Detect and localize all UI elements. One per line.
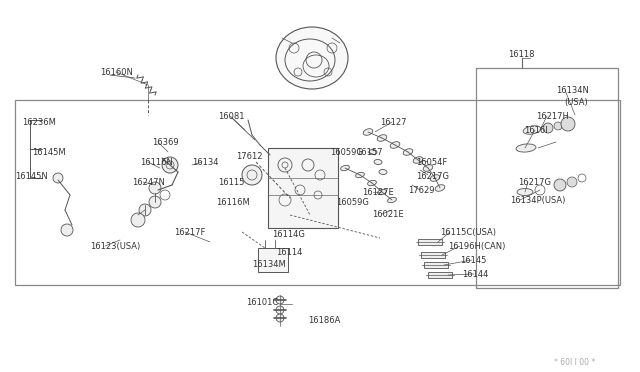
Circle shape: [276, 306, 284, 314]
Text: 16369: 16369: [152, 138, 179, 147]
Ellipse shape: [276, 27, 348, 89]
Circle shape: [554, 179, 566, 191]
Text: 16145N: 16145N: [15, 172, 48, 181]
Text: 16217G: 16217G: [518, 178, 551, 187]
Bar: [428, 272, 452, 278]
Ellipse shape: [430, 175, 440, 181]
Circle shape: [53, 173, 63, 183]
Text: 16160N: 16160N: [100, 68, 133, 77]
Text: 16118: 16118: [508, 50, 534, 59]
Bar: [476, 68, 618, 288]
Circle shape: [162, 157, 178, 173]
Ellipse shape: [363, 129, 373, 135]
Text: 16059G: 16059G: [336, 198, 369, 207]
Ellipse shape: [356, 172, 364, 178]
Circle shape: [543, 123, 553, 133]
Text: 16134N: 16134N: [556, 86, 589, 95]
Text: 16116N: 16116N: [140, 158, 173, 167]
Text: 16101C: 16101C: [246, 298, 278, 307]
Ellipse shape: [379, 170, 387, 174]
Circle shape: [139, 204, 151, 216]
Circle shape: [561, 117, 575, 131]
Circle shape: [567, 177, 577, 187]
Text: 16134: 16134: [192, 158, 218, 167]
Text: 16217H: 16217H: [536, 112, 569, 121]
Text: 16127E: 16127E: [362, 188, 394, 197]
Ellipse shape: [340, 165, 349, 171]
Text: 1616I: 1616I: [524, 126, 548, 135]
Ellipse shape: [413, 157, 423, 163]
Bar: [15, 100, 620, 285]
Text: 16114G: 16114G: [272, 230, 305, 239]
Text: 16081: 16081: [218, 112, 244, 121]
Text: 16217G: 16217G: [416, 172, 449, 181]
Text: 16116M: 16116M: [216, 198, 250, 207]
Circle shape: [554, 122, 562, 130]
Text: 16127: 16127: [380, 118, 406, 127]
Text: 16134M: 16134M: [252, 260, 285, 269]
Text: 16157: 16157: [356, 148, 383, 157]
Text: 16145M: 16145M: [32, 148, 66, 157]
Bar: [421, 252, 445, 258]
Text: 16196H(CAN): 16196H(CAN): [448, 242, 506, 251]
Circle shape: [276, 296, 284, 304]
Text: 16115: 16115: [218, 178, 244, 187]
Text: 16217F: 16217F: [174, 228, 205, 237]
Circle shape: [242, 165, 262, 185]
Text: 16134P(USA): 16134P(USA): [510, 196, 565, 205]
Text: 16186A: 16186A: [308, 316, 340, 325]
Ellipse shape: [423, 165, 433, 171]
Ellipse shape: [388, 197, 396, 203]
Ellipse shape: [367, 180, 376, 186]
Text: 16247N: 16247N: [132, 178, 165, 187]
Circle shape: [149, 196, 161, 208]
Ellipse shape: [369, 150, 377, 154]
Bar: [258, 248, 288, 272]
Bar: [268, 148, 338, 228]
Bar: [424, 262, 448, 268]
Ellipse shape: [517, 189, 533, 196]
Ellipse shape: [390, 142, 400, 148]
Text: 16145: 16145: [460, 256, 486, 265]
Text: 17612: 17612: [236, 152, 262, 161]
Text: 16236M: 16236M: [22, 118, 56, 127]
Text: * 60I I 00 *: * 60I I 00 *: [554, 358, 595, 367]
Ellipse shape: [378, 189, 387, 195]
Ellipse shape: [435, 185, 445, 191]
Text: 16059G: 16059G: [330, 148, 363, 157]
Ellipse shape: [523, 126, 541, 134]
Bar: [418, 239, 442, 245]
Text: 16114: 16114: [276, 248, 302, 257]
Text: 16054F: 16054F: [416, 158, 447, 167]
Circle shape: [276, 314, 284, 322]
Circle shape: [149, 182, 161, 194]
Text: 16123(USA): 16123(USA): [90, 242, 140, 251]
Ellipse shape: [516, 144, 536, 152]
Text: 16115C(USA): 16115C(USA): [440, 228, 496, 237]
Ellipse shape: [374, 160, 382, 164]
Circle shape: [131, 213, 145, 227]
Circle shape: [61, 224, 73, 236]
Text: 17629: 17629: [408, 186, 435, 195]
Ellipse shape: [403, 149, 413, 155]
Text: 16144: 16144: [462, 270, 488, 279]
Ellipse shape: [377, 135, 387, 141]
Text: (USA): (USA): [564, 98, 588, 107]
Text: 16021E: 16021E: [372, 210, 404, 219]
